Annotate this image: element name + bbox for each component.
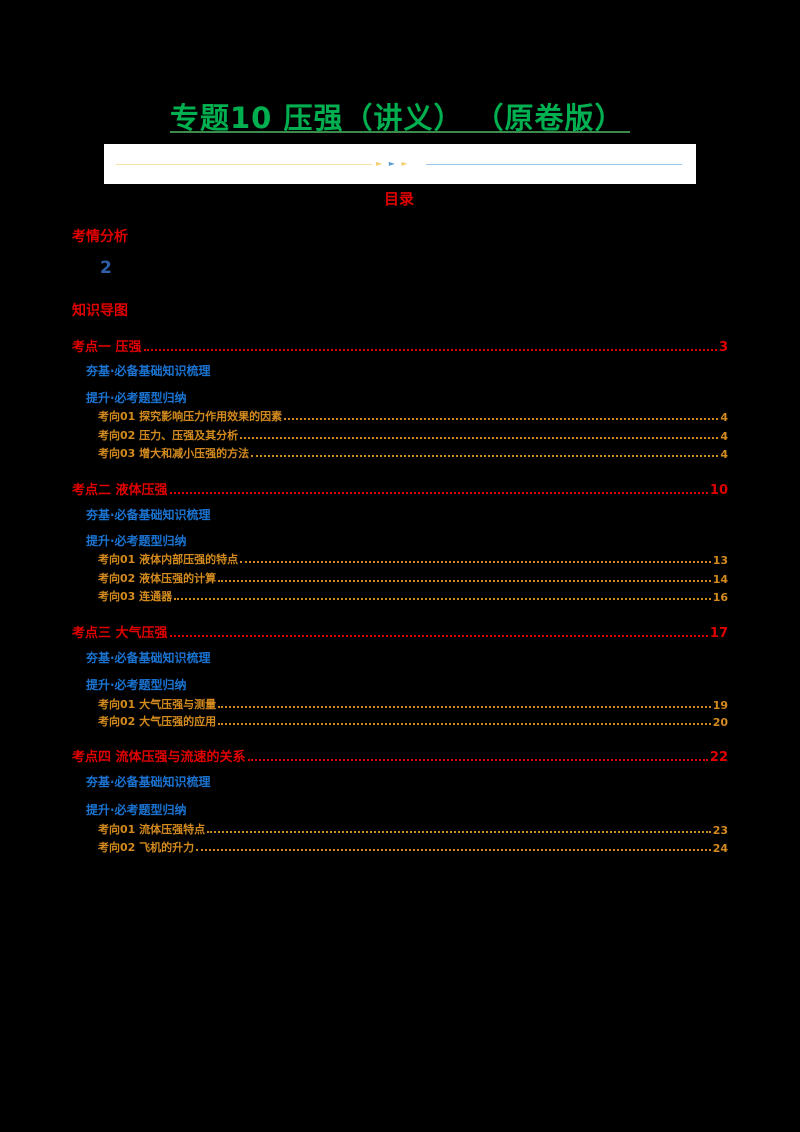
document-title: 专题10 压强（讲义） （原卷版） <box>170 101 625 135</box>
toc-page-number: 4 <box>720 411 728 424</box>
toc-sub-question-types[interactable]: 提升·必考题型归纳 <box>86 532 187 549</box>
toc-entry-title: 考点一 压强 <box>72 340 142 355</box>
toc-sub-title: 夯基·必备基础知识梳理 <box>86 508 211 522</box>
toc-item-title: 考向02 大气压强的应用 <box>98 715 217 728</box>
toc-sub-question-types[interactable]: 提升·必考题型归纳 <box>86 676 187 693</box>
toc-item-title: 考向01 液体内部压强的特点 <box>98 553 239 566</box>
toc-sub-basics[interactable]: 夯基·必备基础知识梳理 <box>86 362 211 379</box>
decorative-banner: ► ► ► <box>104 144 696 184</box>
toc-item[interactable]: 考向01 流体压强特点 23 <box>98 821 728 837</box>
toc-item[interactable]: 考向01 液体内部压强的特点 13 <box>98 551 728 567</box>
toc-sub-basics[interactable]: 夯基·必备基础知识梳理 <box>86 649 211 666</box>
toc-item-title: 考向01 流体压强特点 <box>98 823 206 836</box>
toc-item-title: 考向03 连通器 <box>98 590 173 603</box>
leader-dots <box>143 349 717 351</box>
leader-dots <box>251 455 719 457</box>
arrow-right-icon: ► <box>401 159 410 168</box>
toc-page-number: 24 <box>712 842 728 855</box>
toc-sub-title: 夯基·必备基础知识梳理 <box>86 775 211 789</box>
toc-item-title: 考向02 压力、压强及其分析 <box>98 429 239 442</box>
toc-item[interactable]: 考向03 连通器 16 <box>98 588 728 604</box>
leader-dots <box>169 635 708 637</box>
toc-sub-basics[interactable]: 夯基·必备基础知识梳理 <box>86 506 211 523</box>
leader-dots <box>240 561 711 563</box>
toc-heading: 目录 <box>384 190 415 208</box>
toc-item[interactable]: 考向01 探究影响压力作用效果的因素 4 <box>98 408 728 424</box>
leader-dots <box>247 759 708 761</box>
leader-dots <box>284 418 719 420</box>
toc-entry-topic-2[interactable]: 考点二 液体压强 10 <box>72 479 728 498</box>
toc-page-number: 20 <box>712 716 728 729</box>
toc-entry-topic-4[interactable]: 考点四 流体压强与流速的关系 22 <box>72 746 728 765</box>
toc-page-number: 10 <box>709 483 728 498</box>
toc-page-number: 4 <box>720 448 728 461</box>
toc-item[interactable]: 考向03 增大和减小压强的方法 4 <box>98 445 728 461</box>
toc-item-title: 考向03 增大和减小压强的方法 <box>98 447 250 460</box>
toc-page-number: 23 <box>712 824 728 837</box>
toc-entry-title: 考点二 液体压强 <box>72 483 168 498</box>
page-number: 2 <box>100 258 112 278</box>
banner-line-right <box>426 164 682 165</box>
toc-sub-question-types[interactable]: 提升·必考题型归纳 <box>86 389 187 406</box>
toc-sub-title: 提升·必考题型归纳 <box>86 678 187 692</box>
toc-entry-title: 考点三 大气压强 <box>72 626 168 641</box>
toc-page-number: 3 <box>718 340 728 355</box>
leader-dots <box>169 492 708 494</box>
toc-entry-topic-1[interactable]: 考点一 压强 3 <box>72 336 728 355</box>
toc-page-number: 16 <box>712 591 728 604</box>
toc-item[interactable]: 考向02 大气压强的应用 20 <box>98 713 728 729</box>
toc-sub-question-types[interactable]: 提升·必考题型归纳 <box>86 801 187 818</box>
toc-page-number: 13 <box>712 554 728 567</box>
toc-item-title: 考向01 大气压强与测量 <box>98 698 217 711</box>
leader-dots <box>218 580 711 582</box>
toc-item-title: 考向01 探究影响压力作用效果的因素 <box>98 410 283 423</box>
toc-sub-title: 提升·必考题型归纳 <box>86 391 187 405</box>
toc-item-title: 考向02 液体压强的计算 <box>98 572 217 585</box>
leader-dots <box>207 831 711 833</box>
title-underline <box>170 131 630 133</box>
arrow-right-icon: ► <box>376 159 385 168</box>
banner-line-left <box>116 164 372 165</box>
toc-sub-title: 提升·必考题型归纳 <box>86 534 187 548</box>
leader-dots <box>174 598 711 600</box>
toc-item[interactable]: 考向02 液体压强的计算 14 <box>98 570 728 586</box>
toc-item[interactable]: 考向01 大气压强与测量 19 <box>98 696 728 712</box>
toc-entry-title: 考点四 流体压强与流速的关系 <box>72 750 246 765</box>
leader-dots <box>218 723 711 725</box>
leader-dots <box>218 706 711 708</box>
toc-item[interactable]: 考向02 飞机的升力 24 <box>98 839 728 855</box>
toc-page-number: 19 <box>712 699 728 712</box>
toc-sub-title: 提升·必考题型归纳 <box>86 803 187 817</box>
toc-sub-basics[interactable]: 夯基·必备基础知识梳理 <box>86 773 211 790</box>
toc-item-title: 考向02 飞机的升力 <box>98 841 195 854</box>
toc-sub-title: 夯基·必备基础知识梳理 <box>86 651 211 665</box>
toc-page-number: 14 <box>712 573 728 586</box>
toc-page-number: 17 <box>709 626 728 641</box>
section-exam-analysis[interactable]: 考情分析 <box>72 229 128 245</box>
leader-dots <box>240 437 719 439</box>
banner-arrows: ► ► ► <box>376 157 410 171</box>
toc-item[interactable]: 考向02 压力、压强及其分析 4 <box>98 427 728 443</box>
toc-entry-topic-3[interactable]: 考点三 大气压强 17 <box>72 622 728 641</box>
section-knowledge-map[interactable]: 知识导图 <box>72 303 128 319</box>
arrow-right-icon: ► <box>388 159 397 168</box>
toc-sub-title: 夯基·必备基础知识梳理 <box>86 364 211 378</box>
toc-page-number: 4 <box>720 430 728 443</box>
leader-dots <box>196 849 711 851</box>
toc-page-number: 22 <box>709 750 728 765</box>
